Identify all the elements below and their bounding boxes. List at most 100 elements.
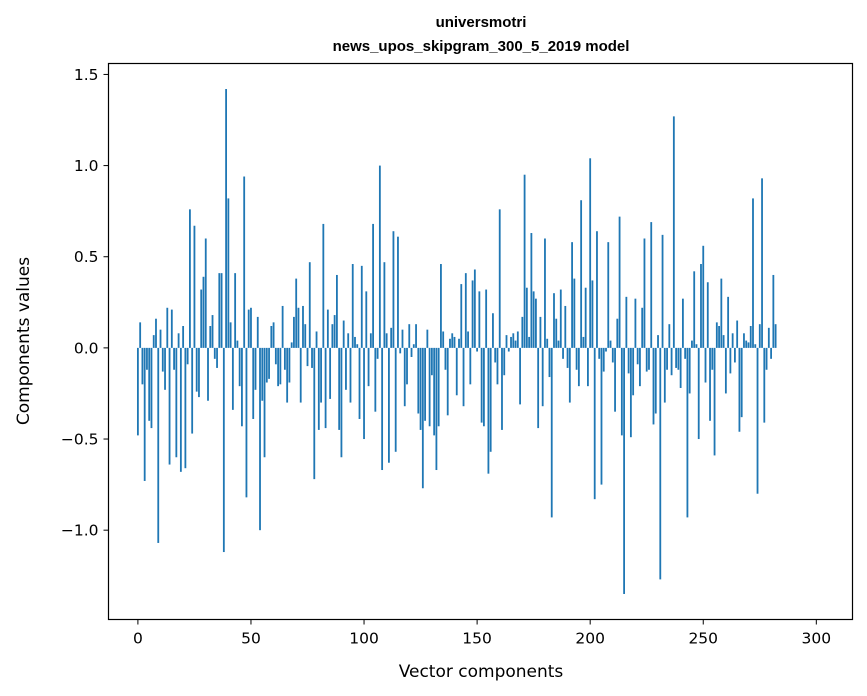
bar-239	[677, 347, 680, 370]
bar-188	[562, 347, 564, 359]
bar-215	[623, 347, 625, 594]
bar-83	[324, 347, 327, 429]
bar-253	[709, 347, 711, 421]
bar-248	[697, 347, 700, 440]
bar-141	[455, 347, 458, 396]
bar-25	[193, 225, 196, 348]
bar-77	[311, 347, 313, 368]
bar-81	[320, 347, 322, 403]
bar-48	[245, 347, 248, 498]
bar-86	[331, 324, 334, 348]
bar-69	[293, 316, 295, 348]
bar-29	[202, 276, 205, 348]
bar-201	[591, 280, 594, 348]
bar-206	[602, 347, 605, 372]
bar-68	[290, 342, 293, 348]
bar-161	[501, 347, 503, 430]
bar-266	[738, 347, 741, 432]
bar-94	[349, 347, 352, 403]
bar-34	[213, 347, 216, 359]
bar-155	[487, 347, 490, 474]
plot-frame	[107, 62, 854, 621]
bar-108	[381, 347, 384, 471]
x-tick-label-0: 0	[133, 630, 143, 648]
bar-0	[136, 347, 139, 436]
bar-183	[550, 347, 553, 518]
bar-118	[403, 347, 406, 407]
y-tick-label-3: 0.5	[74, 248, 99, 266]
y-tick-label-1: −0.5	[61, 431, 99, 449]
bar-270	[747, 342, 750, 348]
bar-13	[166, 307, 169, 348]
bar-14	[168, 347, 171, 465]
bar-61	[274, 347, 277, 365]
bar-152	[480, 347, 483, 423]
bar-100	[363, 347, 365, 440]
bar-204	[598, 347, 601, 359]
bar-166	[512, 333, 515, 348]
bar-96	[354, 336, 356, 348]
bar-279	[767, 327, 770, 348]
x-tick-label-250: 250	[688, 630, 718, 648]
bar-31	[207, 347, 209, 401]
bar-187	[559, 289, 562, 348]
bar-241	[681, 298, 684, 348]
bar-234	[666, 347, 668, 370]
y-tick-label-4: 1.0	[74, 157, 99, 175]
bar-212	[616, 318, 619, 348]
bar-52	[254, 347, 257, 390]
bar-20	[182, 326, 185, 348]
bar-200	[589, 158, 592, 348]
bar-63	[279, 347, 282, 385]
bar-228	[652, 347, 655, 425]
bar-27	[198, 347, 200, 398]
bar-54	[259, 347, 261, 531]
bar-196	[580, 200, 583, 348]
bar-265	[736, 320, 739, 348]
bar-257	[718, 326, 720, 348]
bar-8	[155, 318, 157, 348]
bar-175	[532, 291, 535, 348]
bar-70	[295, 278, 298, 348]
bar-149	[473, 269, 476, 348]
bar-236	[670, 347, 673, 376]
bar-50	[250, 307, 252, 348]
bar-176	[535, 298, 537, 348]
bar-262	[729, 347, 732, 374]
bar-173	[528, 336, 531, 348]
bar-7	[152, 335, 155, 348]
bar-115	[397, 236, 399, 348]
bar-101	[365, 291, 368, 348]
bar-2	[141, 347, 144, 385]
bar-224	[643, 238, 646, 348]
bar-139	[451, 333, 454, 348]
bar-16	[173, 347, 175, 370]
bar-51	[252, 347, 255, 419]
bar-62	[277, 347, 280, 387]
bar-251	[704, 347, 707, 383]
bar-163	[505, 335, 508, 348]
bar-245	[691, 340, 693, 348]
bar-190	[566, 347, 569, 368]
bar-246	[693, 271, 696, 348]
bar-249	[700, 264, 702, 348]
bar-254	[711, 347, 714, 370]
bar-213	[618, 216, 621, 348]
bar-178	[539, 316, 542, 348]
bar-10	[159, 329, 162, 348]
bar-261	[727, 296, 730, 348]
bar-113	[392, 231, 395, 348]
bar-189	[564, 305, 567, 348]
x-tick-label-100: 100	[349, 630, 379, 648]
bar-260	[724, 347, 727, 394]
ticks-group: 0 50 100 150 200 250 300 −1.0 −0.5 0.0 0.5 1.0 1.5	[61, 66, 831, 648]
bar-72	[299, 347, 302, 403]
bar-168	[516, 331, 519, 348]
bar-84	[326, 309, 329, 348]
bar-59	[270, 326, 273, 348]
y-axis-label: Components values	[14, 257, 34, 425]
bar-226	[648, 347, 650, 370]
bar-269	[745, 340, 748, 348]
x-axis-label: Vector components	[399, 662, 564, 682]
bar-198	[584, 287, 587, 348]
